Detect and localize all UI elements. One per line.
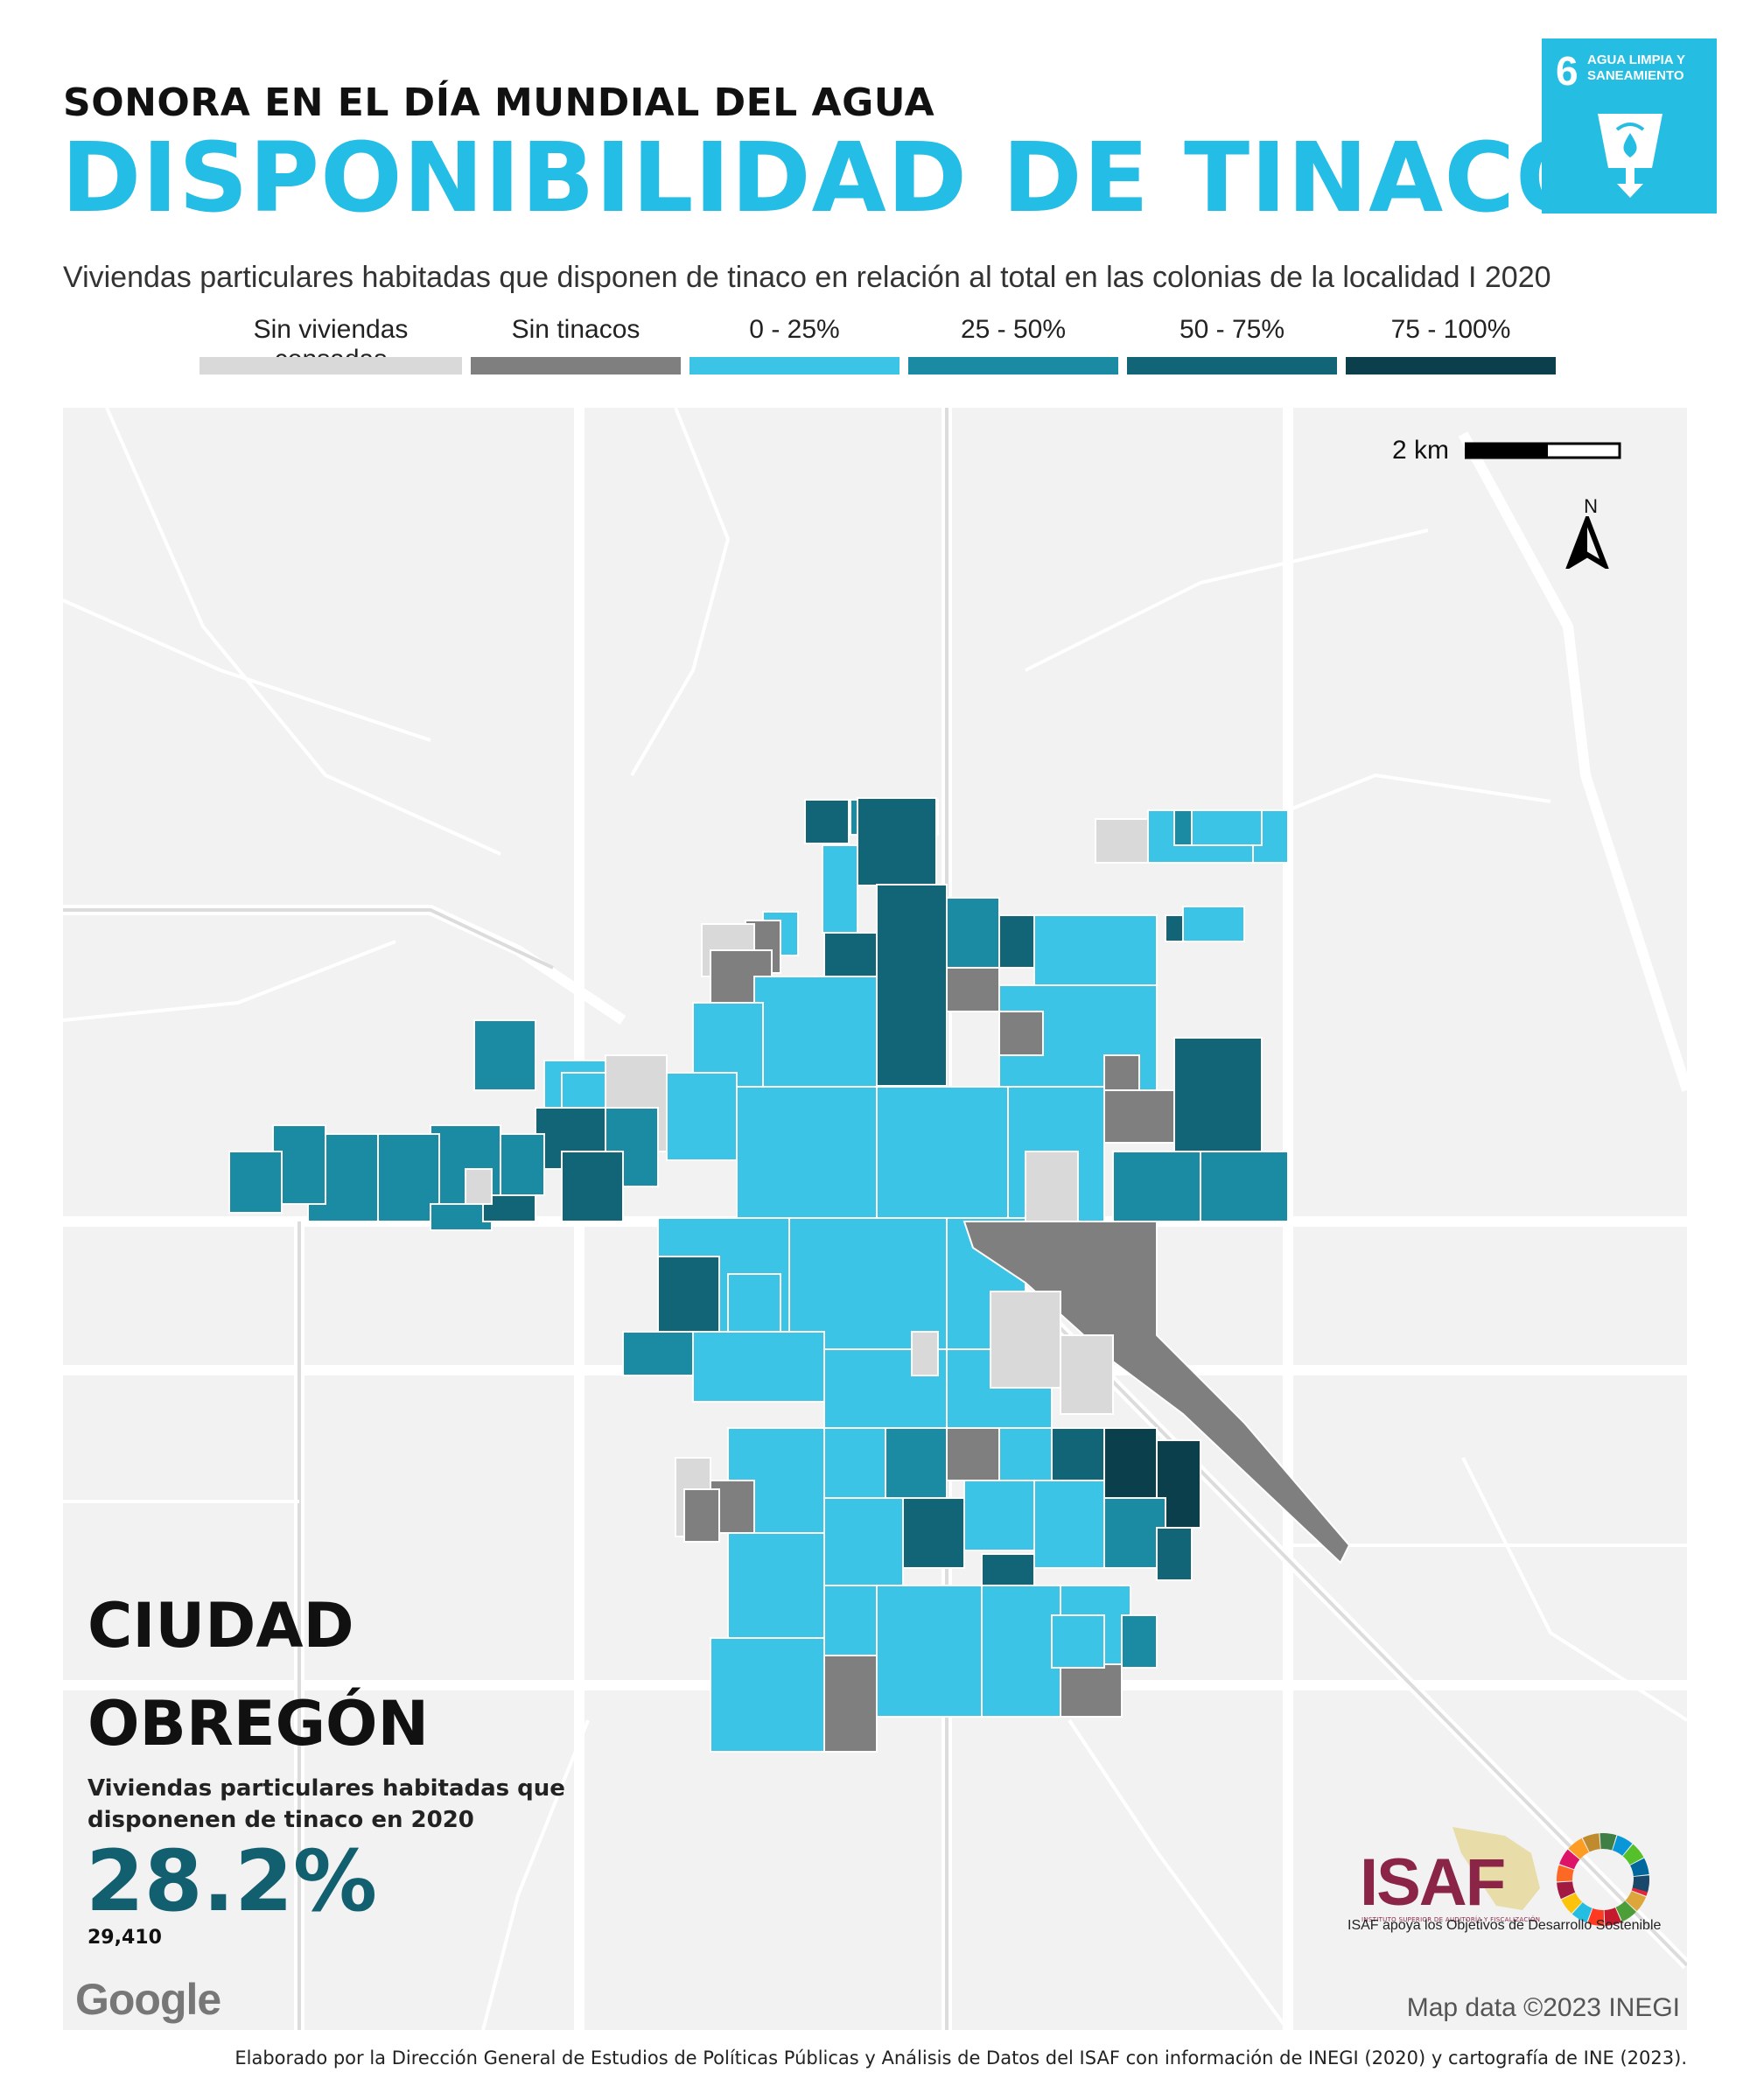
- stat-count: 29,410: [88, 1927, 162, 1949]
- legend-swatch: [200, 357, 462, 374]
- map-basemap: [63, 408, 1687, 2030]
- legend-label: 0 - 25%: [749, 315, 840, 344]
- north-arrow-icon: [1565, 516, 1609, 569]
- sdg-6-badge: 6 AGUA LIMPIA Y SANEAMIENTO: [1542, 38, 1717, 214]
- google-logo: Google: [75, 1975, 221, 2024]
- isaf-subtitle: INSTITUTO SUPERIOR DE AUDITORÍA Y FISCAL…: [1362, 1916, 1541, 1923]
- scale-bar-graphic: [1465, 442, 1621, 459]
- isaf-caption: ISAF apoya los Objetivos de Desarrollo S…: [1348, 1918, 1662, 1933]
- sonora-map-icon: [1452, 1827, 1540, 1910]
- legend-label: Sin tinacos: [511, 315, 640, 344]
- legend-swatch: [908, 357, 1118, 374]
- map[interactable]: 2 km N CIUDAD OBREGÓN Viviendas particul…: [63, 408, 1687, 2030]
- north-label: N: [1584, 495, 1598, 517]
- city-name-line2: OBREGÓN: [88, 1688, 430, 1760]
- isaf-logo: ISAF INSTITUTO SUPERIOR DE AUDITORÍA Y F…: [1348, 1818, 1558, 1950]
- legend-label: 75 - 100%: [1390, 315, 1511, 344]
- sdg-number: 6: [1556, 48, 1578, 94]
- legend-swatch: [1127, 357, 1337, 374]
- sdg-wheel-icon: [1557, 1833, 1649, 1926]
- legend-item-75-100: 75 - 100%: [1346, 315, 1556, 378]
- legend-item-sin-viviendas: Sin viviendas censadas: [200, 315, 462, 378]
- isaf-wordmark: ISAF: [1360, 1845, 1506, 1920]
- legend-label: 25 - 50%: [960, 315, 1067, 344]
- map-attribution: Map data ©2023 INEGI: [1406, 1993, 1680, 2022]
- legend-swatch: [471, 357, 681, 374]
- legend-swatch: [1346, 357, 1556, 374]
- stat-label: Viviendas particulares habitadas que dis…: [88, 1775, 565, 1833]
- city-name: CIUDAD OBREGÓN: [88, 1577, 429, 1773]
- legend: Sin viviendas censadas Sin tinacos 0 - 2…: [200, 315, 1556, 378]
- stat-value: 28.2%: [86, 1832, 378, 1930]
- kicker-title: SONORA EN EL DÍA MUNDIAL DEL AGUA: [63, 80, 935, 125]
- scale-label: 2 km: [1391, 436, 1449, 465]
- legend-item-sin-tinacos: Sin tinacos: [471, 315, 681, 378]
- legend-swatch: [690, 357, 900, 374]
- legend-label: 50 - 75%: [1179, 315, 1285, 344]
- footer-credits: Elaborado por la Dirección General de Es…: [234, 2048, 1687, 2068]
- scale-bar: 2 km N: [1286, 434, 1654, 569]
- subtitle: Viviendas particulares habitadas que dis…: [63, 261, 1551, 294]
- legend-item-0-25: 0 - 25%: [690, 315, 900, 378]
- city-name-line1: CIUDAD: [88, 1590, 354, 1662]
- water-glass-icon: [1598, 114, 1662, 198]
- main-title: DISPONIBILIDAD DE TINACOS: [61, 122, 1669, 234]
- legend-item-25-50: 25 - 50%: [908, 315, 1118, 378]
- legend-item-50-75: 50 - 75%: [1127, 315, 1337, 378]
- sdg-label: AGUA LIMPIA Y SANEAMIENTO: [1587, 52, 1685, 83]
